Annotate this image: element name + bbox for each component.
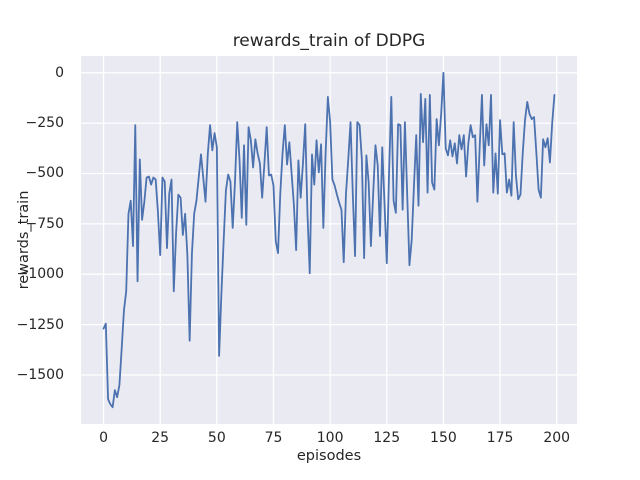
x-axis-label: episodes xyxy=(296,448,362,464)
reward-line xyxy=(102,71,556,409)
x-tick-label: 175 xyxy=(486,430,514,446)
chart-svg xyxy=(81,56,577,424)
y-tick-label: −250 xyxy=(25,115,64,132)
x-tick-label: 200 xyxy=(543,430,571,446)
y-tick-label: 0 xyxy=(55,64,64,81)
y-tick-label: −1500 xyxy=(16,367,64,384)
x-tick-label: 75 xyxy=(264,430,283,446)
y-tick-label: −750 xyxy=(25,215,64,232)
x-tick-label: 125 xyxy=(373,430,401,446)
chart-title: rewards_train of DDPG xyxy=(232,31,426,51)
x-tick-label: 25 xyxy=(151,430,170,446)
y-tick-label: −500 xyxy=(25,165,64,182)
y-tick-label: −1000 xyxy=(16,266,64,283)
x-tick-label: 50 xyxy=(207,430,226,446)
y-tick-label: −1250 xyxy=(16,316,64,333)
x-tick-label: 0 xyxy=(99,430,108,446)
x-tick-label: 150 xyxy=(430,430,457,446)
y-axis-label: rewards_train xyxy=(16,190,32,290)
x-tick-label: 100 xyxy=(316,430,344,446)
plot-area xyxy=(81,56,577,424)
